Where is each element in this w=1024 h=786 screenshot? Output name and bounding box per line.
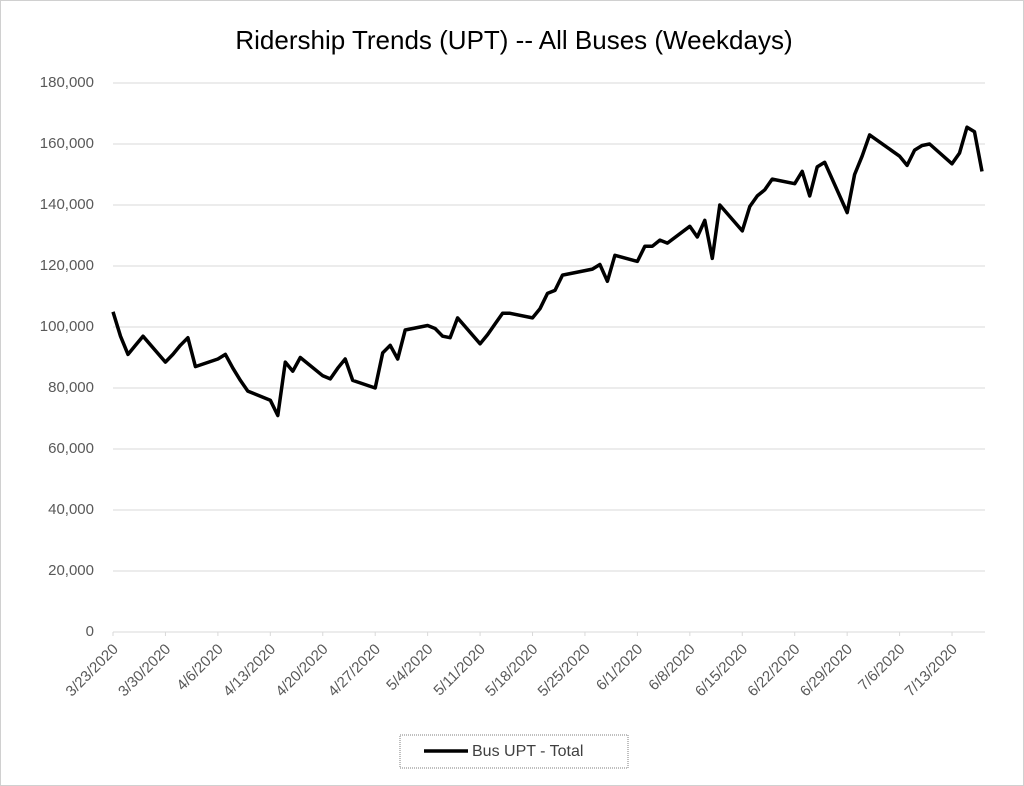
y-tick-label: 100,000 [40, 318, 94, 335]
y-tick-label: 60,000 [48, 440, 94, 457]
y-tick-label: 120,000 [40, 257, 94, 274]
y-tick-label: 20,000 [48, 562, 94, 579]
y-tick-label: 80,000 [48, 379, 94, 396]
series-line [111, 125, 984, 418]
y-tick-label: 40,000 [48, 501, 94, 518]
y-tick-label: 180,000 [40, 74, 94, 91]
legend-label: Bus UPT - Total [472, 743, 583, 760]
y-tick-label: 140,000 [40, 196, 94, 213]
y-tick-label: 0 [86, 623, 94, 640]
chart-title: Ridership Trends (UPT) -- All Buses (Wee… [235, 25, 792, 55]
y-tick-label: 160,000 [40, 135, 94, 152]
